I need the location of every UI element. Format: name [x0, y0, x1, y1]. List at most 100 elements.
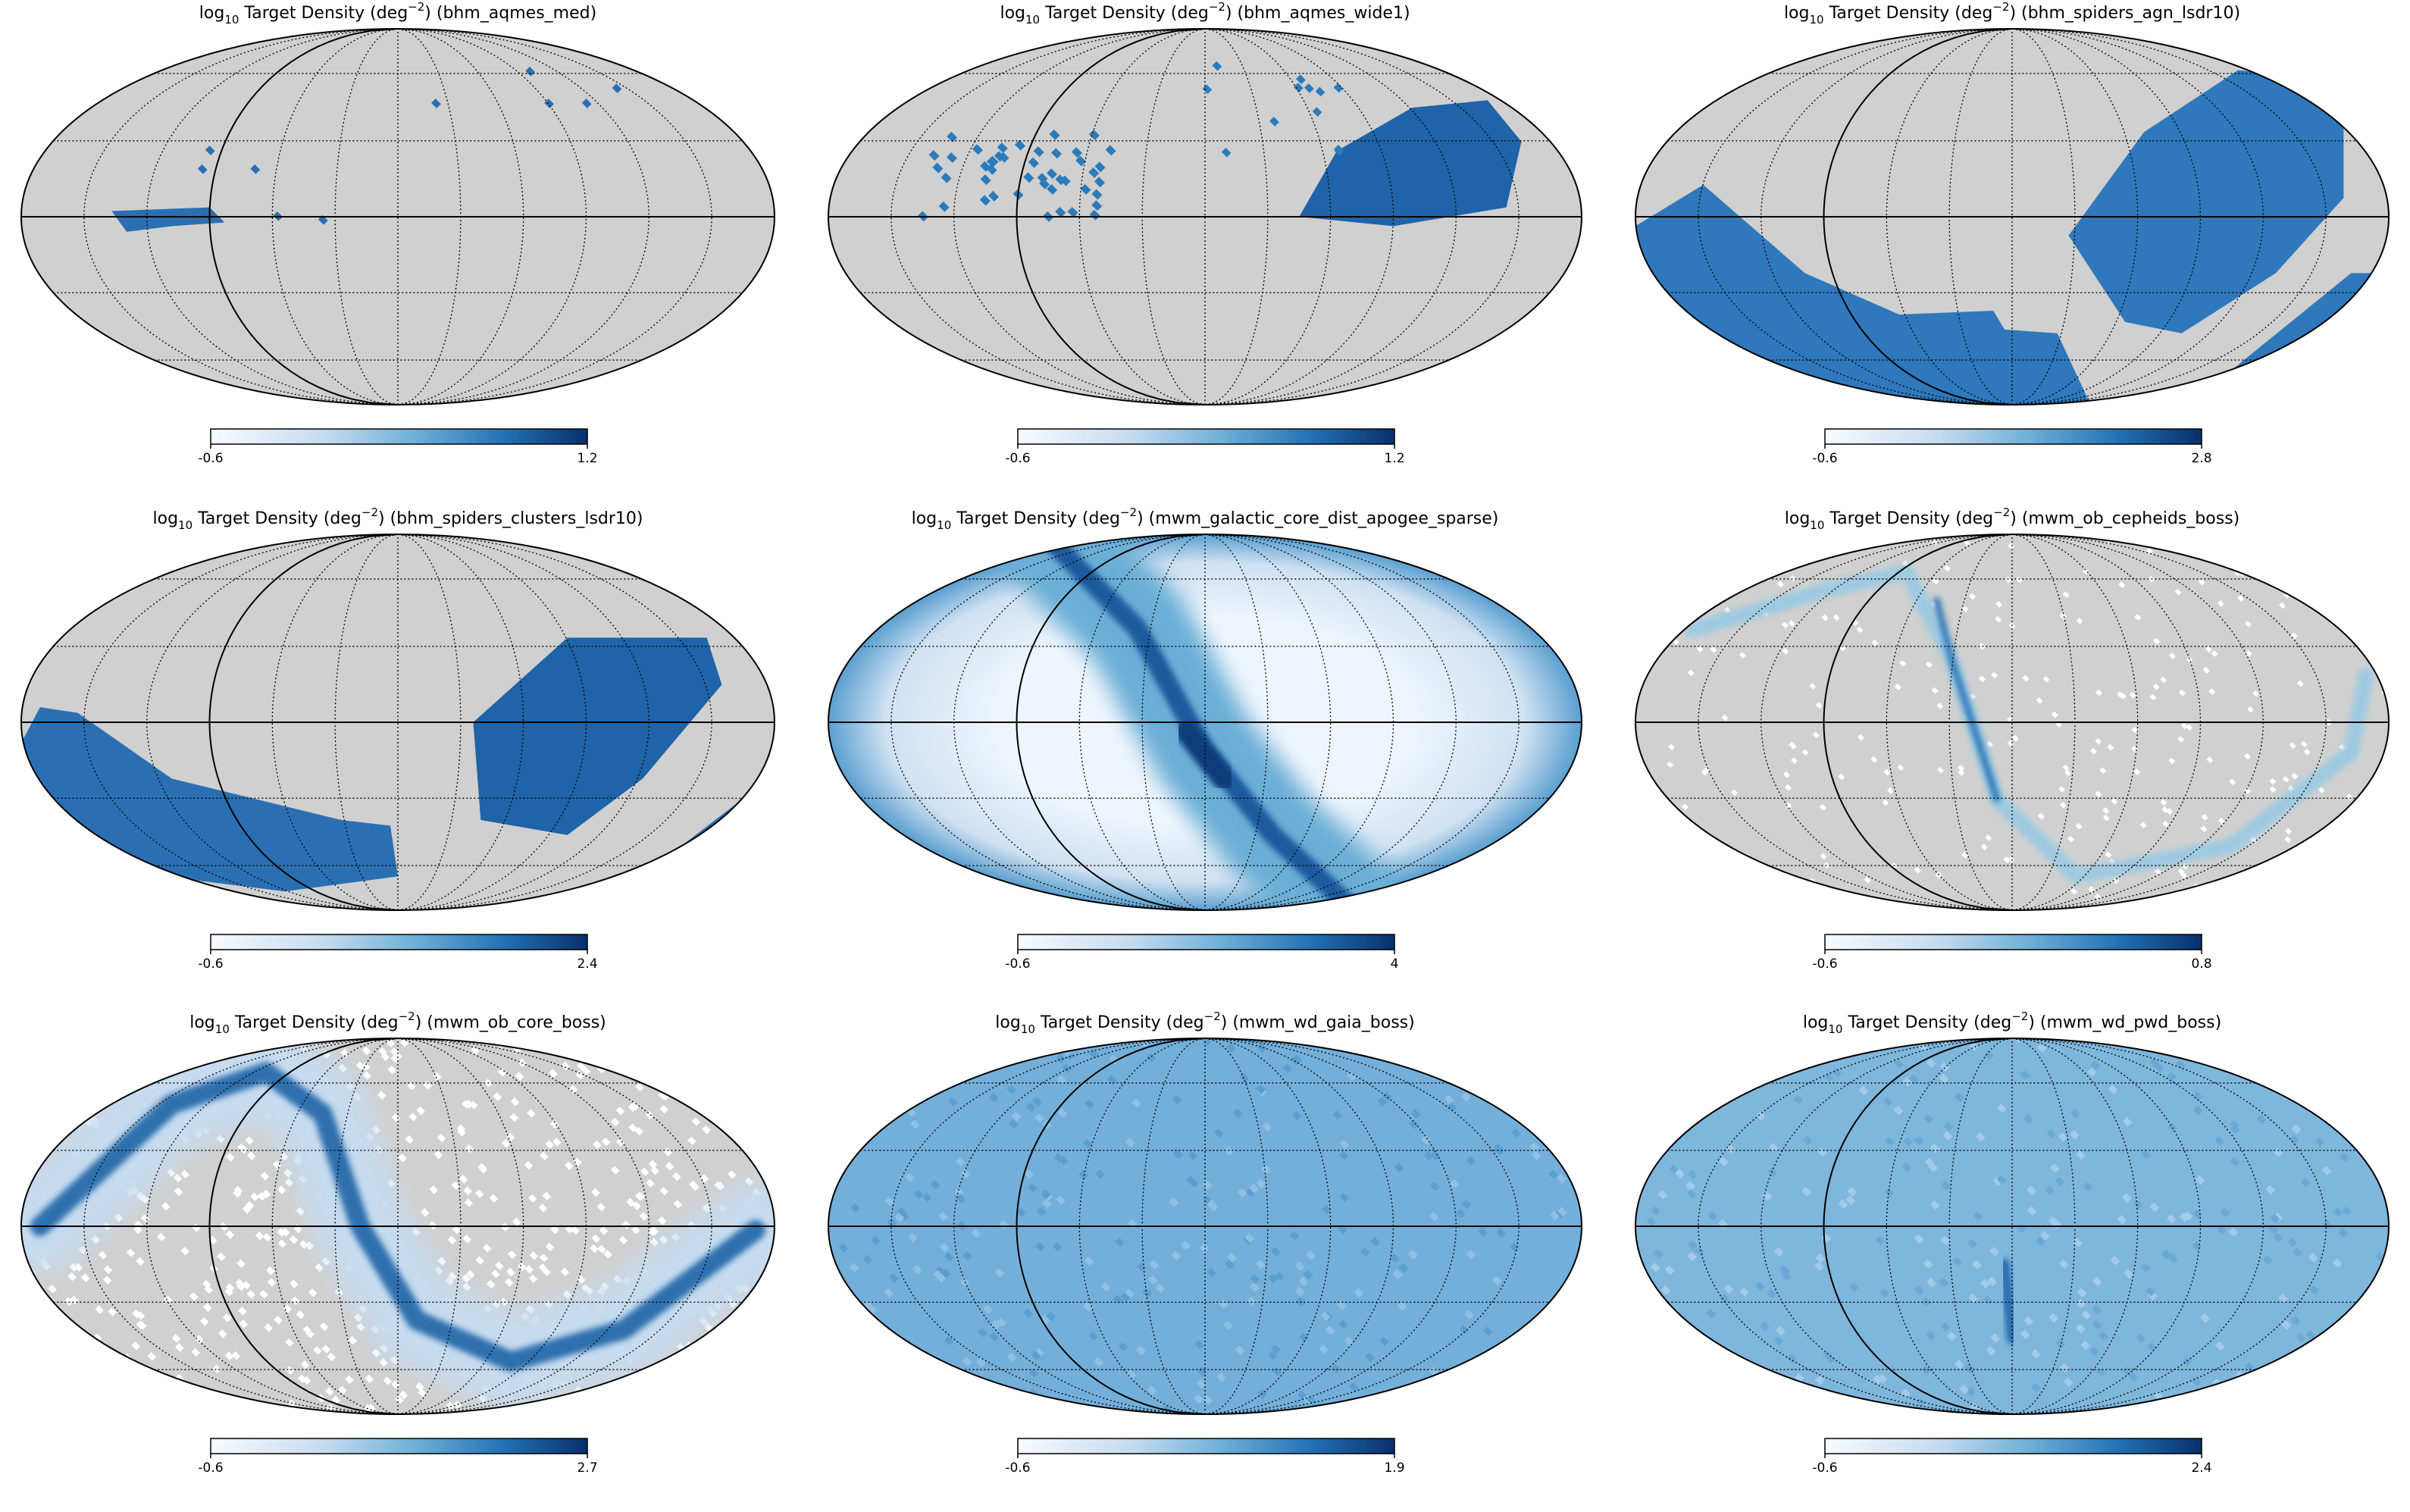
- density-pixel: [93, 1042, 102, 1051]
- density-pixel: [962, 1251, 972, 1261]
- density-pixel: [1049, 129, 1060, 140]
- density-pixel: [497, 1067, 507, 1077]
- density-pixel: [324, 1387, 334, 1396]
- density-pixel: [506, 1267, 515, 1277]
- density-pixel: [74, 1263, 83, 1272]
- density-pixel: [1338, 1319, 1348, 1330]
- map-panel: log10 Target Density (deg−2) (mwm_galact…: [828, 506, 1582, 972]
- density-pixel: [242, 1280, 251, 1290]
- density-pixel: [1893, 1059, 1904, 1069]
- density-pixel: [1664, 1265, 1675, 1276]
- density-pixel: [1719, 1293, 1729, 1304]
- colorbar: [1017, 1438, 1395, 1454]
- density-pixel: [2182, 1357, 2192, 1366]
- density-pixel: [581, 1066, 591, 1075]
- density-pixel: [2230, 1124, 2240, 1135]
- density-pixel: [2133, 768, 2141, 775]
- density-pixel: [452, 1401, 462, 1410]
- density-pixel: [399, 1390, 408, 1400]
- density-pixel: [197, 1395, 206, 1404]
- density-pixel: [148, 1044, 158, 1053]
- density-pixel: [2117, 691, 2124, 699]
- density-pixel: [2055, 1338, 2066, 1349]
- density-pixel: [331, 1395, 341, 1404]
- density-pixel: [1094, 1357, 1104, 1367]
- density-pixel: [79, 1071, 88, 1080]
- density-pixel: [2381, 544, 2389, 552]
- title-part: ) (mwm_ob_cepheids_boss): [2010, 509, 2239, 528]
- density-pixel: [1040, 1315, 1050, 1326]
- density-pixel: [1115, 1237, 1125, 1247]
- density-pixel: [1766, 1062, 1776, 1072]
- title-part: ) (mwm_wd_gaia_boss): [1221, 1013, 1415, 1032]
- title-part: Target Density (deg: [192, 509, 362, 528]
- density-pixel: [1986, 1345, 1996, 1356]
- density-pixel: [615, 1138, 625, 1147]
- density-pixel: [628, 1123, 637, 1132]
- title-part: log: [1000, 4, 1025, 23]
- density-pixel: [2007, 740, 2014, 747]
- density-pixel: [2269, 778, 2277, 785]
- density-pixel: [2083, 1182, 2093, 1192]
- density-pixel: [1550, 1210, 1560, 1221]
- density-pixel: [972, 144, 983, 155]
- density-pixel: [1712, 1078, 1723, 1088]
- density-pixel: [1928, 1163, 1939, 1172]
- density-pixel: [853, 1371, 864, 1382]
- density-pixel: [2058, 1132, 2068, 1142]
- density-pixel: [2199, 1408, 2209, 1414]
- density-pixel: [549, 1069, 558, 1078]
- density-pixel: [1660, 1285, 1671, 1295]
- density-pixel: [1365, 1352, 1375, 1363]
- density-pixel: [1773, 1335, 1784, 1346]
- colorbar-tick-label: 0.8: [2191, 956, 2211, 972]
- density-pixel: [1954, 1359, 1964, 1370]
- density-pixel: [1476, 1374, 1486, 1385]
- density-pixel: [2289, 742, 2296, 750]
- colorbar: [210, 934, 588, 950]
- density-pixel: [2240, 897, 2248, 904]
- density-pixel: [1819, 803, 1826, 811]
- density-pixel: [1084, 1256, 1094, 1266]
- density-pixel: [844, 1056, 854, 1066]
- density-pixel: [1147, 1275, 1158, 1285]
- density-pixel: [2217, 600, 2224, 607]
- density-pixel: [2380, 607, 2388, 615]
- density-pixel: [2230, 1157, 2240, 1167]
- title-part: ) (bhm_aqmes_wide1): [1225, 4, 1410, 23]
- density-pixel: [1410, 1109, 1421, 1119]
- density-pixel: [665, 1162, 674, 1171]
- density-pixel: [2022, 675, 2030, 682]
- density-pixel: [1650, 1262, 1660, 1273]
- density-pixel: [1968, 1293, 1978, 1304]
- density-pixel: [380, 1052, 390, 1062]
- density-pixel: [138, 1321, 147, 1330]
- density-pixel: [2229, 778, 2236, 786]
- density-pixel: [1034, 1241, 1045, 1252]
- density-pixel: [89, 1367, 98, 1376]
- density-pixel: [1250, 1274, 1260, 1285]
- density-pixel: [905, 1049, 915, 1060]
- meridian: [2011, 28, 2327, 405]
- density-pixel: [1354, 1288, 1364, 1298]
- density-pixel: [1232, 1108, 1243, 1119]
- density-pixel: [1194, 1394, 1203, 1404]
- density-pixel: [2035, 1236, 2045, 1247]
- density-band: [1933, 596, 2001, 803]
- colorbar-tick-label: 1.2: [1384, 451, 1404, 466]
- density-pixel: [2186, 724, 2193, 731]
- density-pixel: [644, 1041, 654, 1050]
- colorbar: [210, 1438, 588, 1454]
- density-pixel: [597, 1244, 606, 1254]
- colorbar-tick-label: -0.6: [1812, 1460, 1837, 1476]
- density-pixel: [2046, 1129, 2057, 1139]
- density-pixel: [1723, 1284, 1734, 1294]
- density-pixel: [2205, 646, 2212, 653]
- density-pixel: [2075, 822, 2083, 830]
- meridian: [953, 28, 1206, 405]
- density-pixel: [944, 1335, 954, 1346]
- density-pixel: [731, 1093, 740, 1103]
- density-pixel: [658, 1091, 667, 1100]
- density-pixel: [751, 1403, 760, 1412]
- density-pixel: [423, 1081, 432, 1090]
